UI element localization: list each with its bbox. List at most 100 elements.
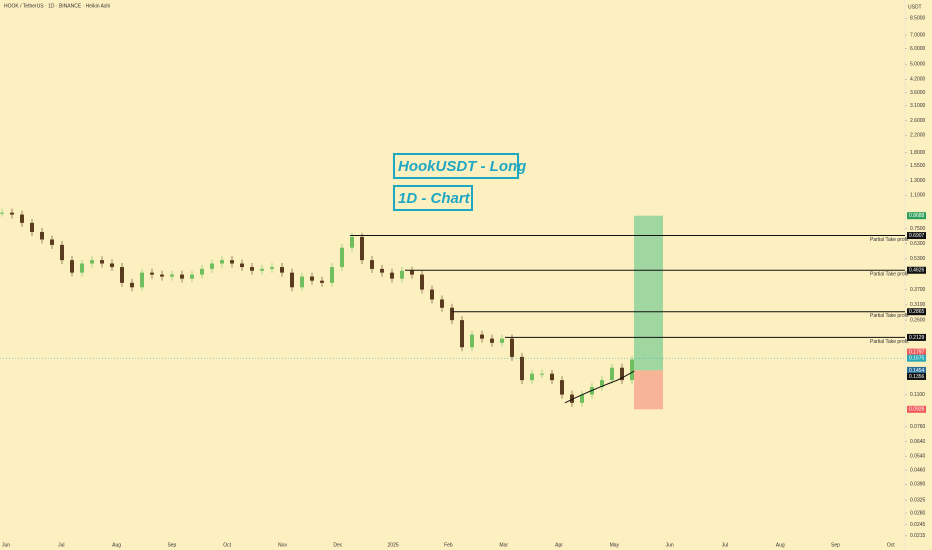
candle	[190, 274, 194, 279]
y-tick-label: 4.2000	[910, 77, 926, 83]
price-tag	[907, 333, 926, 341]
candle	[310, 276, 314, 281]
price-tag	[907, 308, 926, 316]
y-tick-label: 0.0640	[910, 439, 926, 445]
price-tag	[907, 232, 926, 240]
candle	[630, 359, 634, 381]
y-tick-label: 3.6000	[910, 90, 926, 96]
candle	[100, 260, 104, 264]
price-tag-label: 0.2865	[909, 309, 925, 315]
price-tag-label: 0.6907	[909, 233, 925, 239]
y-tick-label: 8.5000	[910, 16, 926, 22]
x-tick-label: 2025	[388, 542, 399, 548]
candle	[80, 263, 84, 273]
candle	[440, 299, 444, 308]
y-tick-label: 6.0000	[910, 46, 926, 52]
candle	[30, 222, 34, 232]
price-tag-label: 0.4626	[909, 268, 925, 274]
candle	[40, 231, 44, 240]
candle	[480, 334, 484, 339]
candle	[120, 267, 124, 283]
candle	[350, 236, 354, 248]
price-tag	[907, 266, 926, 274]
x-tick-label: Jun	[2, 542, 10, 548]
y-tick-label: 0.2600	[910, 317, 926, 323]
candle	[240, 263, 244, 268]
candle	[20, 214, 24, 223]
x-tick-label: Aug	[112, 542, 121, 548]
trend-line	[564, 370, 636, 404]
candle	[380, 268, 384, 273]
candle	[140, 272, 144, 288]
y-tick-label: 0.1100	[910, 392, 925, 398]
x-tick-label: Sep	[831, 542, 840, 548]
y-tick-label: 0.0390	[910, 482, 926, 488]
candle	[180, 274, 184, 279]
y-tick-label: 0.0215	[910, 533, 926, 539]
annotation-box	[393, 153, 519, 179]
x-tick-label: Dec	[333, 542, 342, 548]
y-tick-label: 0.0540	[910, 453, 926, 459]
candle	[490, 338, 494, 343]
candle	[10, 212, 14, 215]
candle	[400, 270, 404, 279]
x-tick-label: Oct	[887, 542, 895, 548]
candle	[470, 334, 474, 348]
candle	[210, 263, 214, 269]
candle	[340, 247, 344, 268]
candle	[60, 244, 64, 261]
candle	[70, 260, 74, 273]
x-tick-label: Sep	[167, 542, 176, 548]
x-tick-label: Jul	[722, 542, 728, 548]
candle	[540, 373, 544, 375]
price-tag	[907, 354, 926, 362]
price-tag	[907, 212, 926, 220]
y-tick-label: 1.3000	[910, 178, 926, 184]
y-tick-label: 0.0245	[910, 522, 926, 528]
candle	[500, 338, 504, 343]
y-tick-label: 0.0460	[910, 467, 926, 473]
price-tag-label: 0.1675	[909, 356, 925, 362]
candle	[520, 356, 524, 381]
candle	[160, 274, 164, 277]
candle	[430, 289, 434, 300]
candle	[130, 282, 134, 288]
x-tick-label: Feb	[444, 542, 453, 548]
candle	[600, 380, 604, 388]
price-tag-label: 0.1356	[909, 374, 925, 380]
y-tick-label: 3.1000	[910, 103, 926, 109]
candle	[260, 268, 264, 271]
y-tick-label: 1.5500	[910, 163, 926, 169]
candle	[320, 280, 324, 283]
x-tick-label: Aug	[776, 542, 785, 548]
candle	[610, 367, 614, 381]
price-tag	[907, 405, 926, 413]
price-tag-label: 0.1797	[909, 349, 925, 355]
candle	[410, 270, 414, 275]
x-tick-label: Jul	[58, 542, 64, 548]
candle	[330, 267, 334, 283]
profit-zone	[634, 215, 663, 371]
take-profit-label: Partial Take profit	[870, 237, 909, 243]
candle	[420, 274, 424, 290]
x-tick-label: Oct	[223, 542, 231, 548]
price-tag-label: 0.1454	[909, 368, 925, 374]
take-profit-label: Partial Take profit	[870, 272, 909, 278]
candle	[230, 260, 234, 264]
candle	[200, 268, 204, 275]
x-tick-label: Apr	[555, 542, 563, 548]
header: HOOK / TetherUS · 1D · BINANCE · Heikin …	[4, 3, 110, 9]
y-tick-label: 7.0000	[910, 32, 926, 38]
loss-zone	[634, 370, 663, 410]
candle	[570, 394, 574, 403]
currency: USDT	[908, 4, 922, 10]
candle	[90, 260, 94, 264]
take-profit-label: Partial Take profit	[870, 313, 909, 319]
candle	[510, 338, 514, 357]
candle	[360, 236, 364, 261]
y-tick-label: 0.3100	[910, 302, 926, 308]
price-tag	[907, 366, 926, 374]
y-tick-label: 1.8000	[910, 150, 926, 156]
